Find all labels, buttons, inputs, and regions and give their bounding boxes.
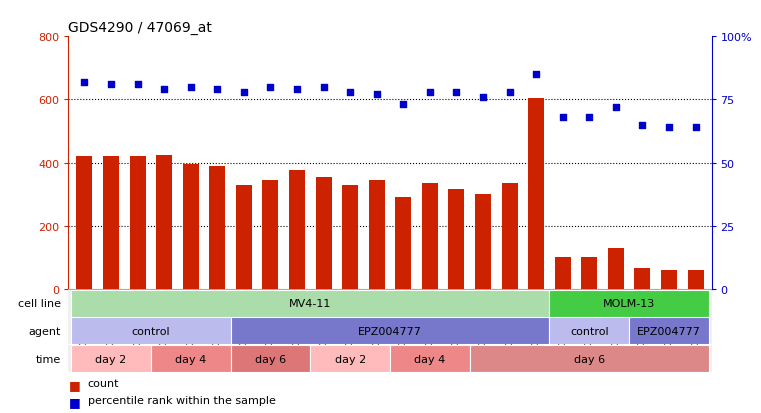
Bar [231, 318, 549, 344]
Text: day 4: day 4 [175, 354, 206, 364]
Bar [688, 270, 704, 289]
Point [237, 89, 250, 96]
Point [264, 84, 276, 91]
Bar [316, 177, 332, 289]
Text: day 6: day 6 [255, 354, 286, 364]
Bar [549, 318, 629, 344]
Text: MOLM-13: MOLM-13 [603, 298, 655, 309]
Text: ■: ■ [68, 378, 80, 391]
Bar [289, 171, 305, 289]
Text: day 4: day 4 [414, 354, 445, 364]
Bar [342, 185, 358, 289]
Text: time: time [35, 354, 61, 364]
Point [317, 84, 330, 91]
Bar [608, 248, 624, 289]
Bar [231, 345, 310, 372]
Bar [151, 345, 231, 372]
Point [371, 92, 383, 98]
Point [291, 87, 303, 93]
Bar [448, 190, 464, 289]
Point [344, 89, 356, 96]
Bar [71, 345, 151, 372]
Bar [369, 180, 385, 289]
Text: day 2: day 2 [95, 354, 126, 364]
Text: GDS4290 / 47069_at: GDS4290 / 47069_at [68, 21, 212, 35]
Bar [422, 184, 438, 289]
Bar [395, 198, 411, 289]
Bar [71, 318, 231, 344]
Text: count: count [88, 378, 119, 388]
Point [451, 89, 463, 96]
Bar [475, 195, 491, 289]
Bar [555, 258, 571, 289]
Text: agent: agent [28, 326, 61, 336]
Bar [629, 318, 709, 344]
Text: EPZ004777: EPZ004777 [637, 326, 701, 336]
Point [105, 82, 117, 88]
Bar [236, 185, 252, 289]
Point [397, 102, 409, 109]
Bar [390, 345, 470, 372]
Point [78, 79, 91, 86]
Text: day 2: day 2 [335, 354, 366, 364]
Bar [76, 157, 92, 289]
Point [530, 72, 543, 78]
Text: ■: ■ [68, 395, 80, 408]
Point [610, 104, 622, 111]
Point [689, 125, 702, 131]
Text: day 6: day 6 [574, 354, 605, 364]
Bar [129, 157, 145, 289]
Text: MV4-11: MV4-11 [289, 298, 332, 309]
Bar [549, 290, 709, 317]
Bar [635, 268, 651, 289]
Bar [263, 180, 279, 289]
Point [636, 122, 648, 128]
Bar [661, 270, 677, 289]
Point [424, 89, 436, 96]
Point [185, 84, 197, 91]
Point [663, 125, 675, 131]
Point [583, 114, 595, 121]
Bar [68, 289, 712, 413]
Text: control: control [132, 326, 170, 336]
Point [504, 89, 516, 96]
Text: cell line: cell line [18, 298, 61, 309]
Bar [528, 99, 544, 289]
Point [132, 82, 144, 88]
Point [158, 87, 170, 93]
Bar [310, 345, 390, 372]
Bar [71, 290, 549, 317]
Text: percentile rank within the sample: percentile rank within the sample [88, 395, 275, 405]
Text: control: control [570, 326, 609, 336]
Text: EPZ004777: EPZ004777 [358, 326, 422, 336]
Bar [470, 345, 709, 372]
Bar [103, 157, 119, 289]
Bar [156, 155, 172, 289]
Bar [501, 184, 517, 289]
Point [477, 94, 489, 101]
Point [212, 87, 224, 93]
Bar [581, 258, 597, 289]
Bar [209, 166, 225, 289]
Point [556, 114, 568, 121]
Bar [183, 165, 199, 289]
